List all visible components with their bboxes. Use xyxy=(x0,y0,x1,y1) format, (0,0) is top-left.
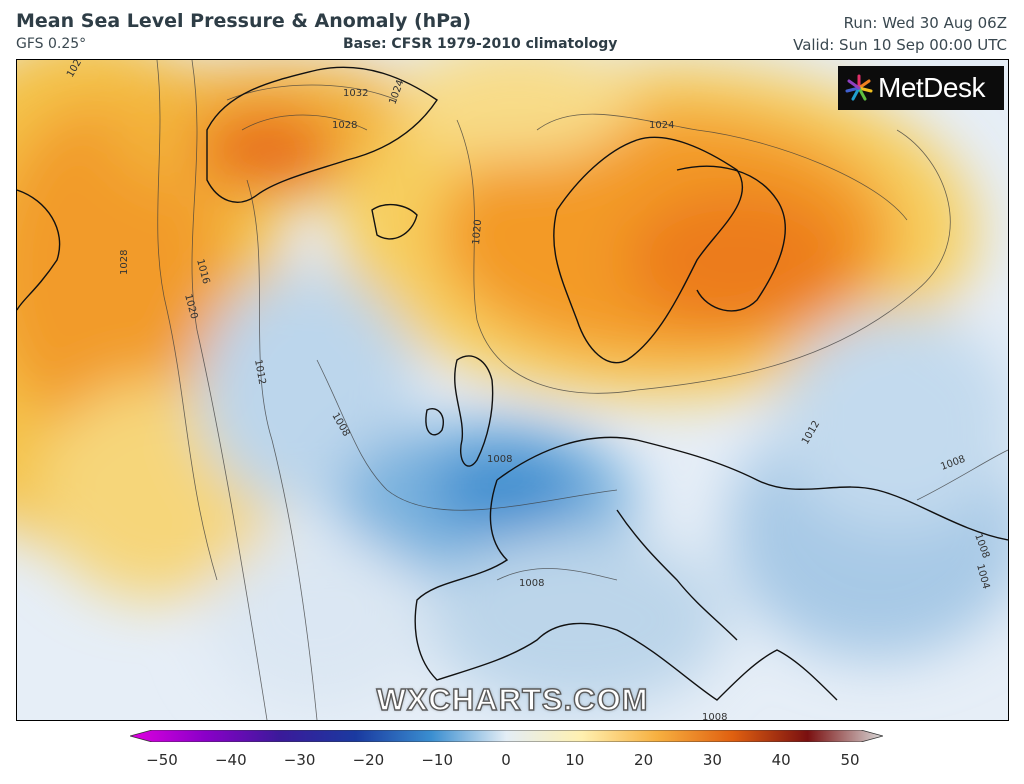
isobar-label: 1020 xyxy=(471,219,484,245)
model-name: GFS 0.25° xyxy=(16,36,87,52)
map-canvas: 1024 1032 1028 1024 1016 1020 1012 1008 … xyxy=(17,60,1008,720)
chart-title: Mean Sea Level Pressure & Anomaly (hPa) xyxy=(16,10,472,32)
isobar-label: 1028 xyxy=(119,250,130,275)
isobar-label: 1008 xyxy=(519,578,544,589)
colorbar-tick-label: 20 xyxy=(634,751,654,769)
logo-text: MetDesk xyxy=(878,72,985,103)
colorbar-tick-label: 40 xyxy=(771,751,791,769)
colorbar-tick-label: 30 xyxy=(702,751,722,769)
isobar-label: 1024 xyxy=(649,120,674,131)
isobar-label: 1028 xyxy=(332,120,357,131)
anomaly-field xyxy=(17,60,1008,710)
run-time: Run: Wed 30 Aug 06Z xyxy=(843,14,1007,32)
metdesk-logo: MetDesk xyxy=(838,66,1004,110)
colorbar-tick-label: −30 xyxy=(283,751,316,769)
colorbar-tick-label: −40 xyxy=(214,751,247,769)
colorbar-tick-label: −50 xyxy=(146,751,178,769)
colorbar-tick-label: −10 xyxy=(421,751,454,769)
colorbar-tick-label: 50 xyxy=(840,751,860,769)
colorbar-tick-label: 0 xyxy=(501,751,511,769)
metdesk-star-icon xyxy=(845,74,873,101)
isobar-label: 1012 xyxy=(252,359,267,386)
isobar-label: 1008 xyxy=(487,454,512,465)
watermark: WXCHARTS.COM xyxy=(376,681,649,717)
isobar-lines xyxy=(156,60,1008,720)
valid-time: Valid: Sun 10 Sep 00:00 UTC xyxy=(793,36,1007,54)
colorbar-gradient xyxy=(130,730,883,742)
colorbar-tick-label: −20 xyxy=(352,751,385,769)
colorbar-tick-label: 10 xyxy=(565,751,585,769)
pressure-anomaly-map[interactable]: 1024 1032 1028 1024 1016 1020 1012 1008 … xyxy=(16,59,1009,721)
climatology-base: Base: CFSR 1979-2010 climatology xyxy=(343,36,618,52)
isobar-label: 1032 xyxy=(343,88,368,99)
coastlines xyxy=(17,66,1008,701)
anomaly-colorbar xyxy=(130,730,883,742)
isobar-label: 1008 xyxy=(702,712,727,720)
